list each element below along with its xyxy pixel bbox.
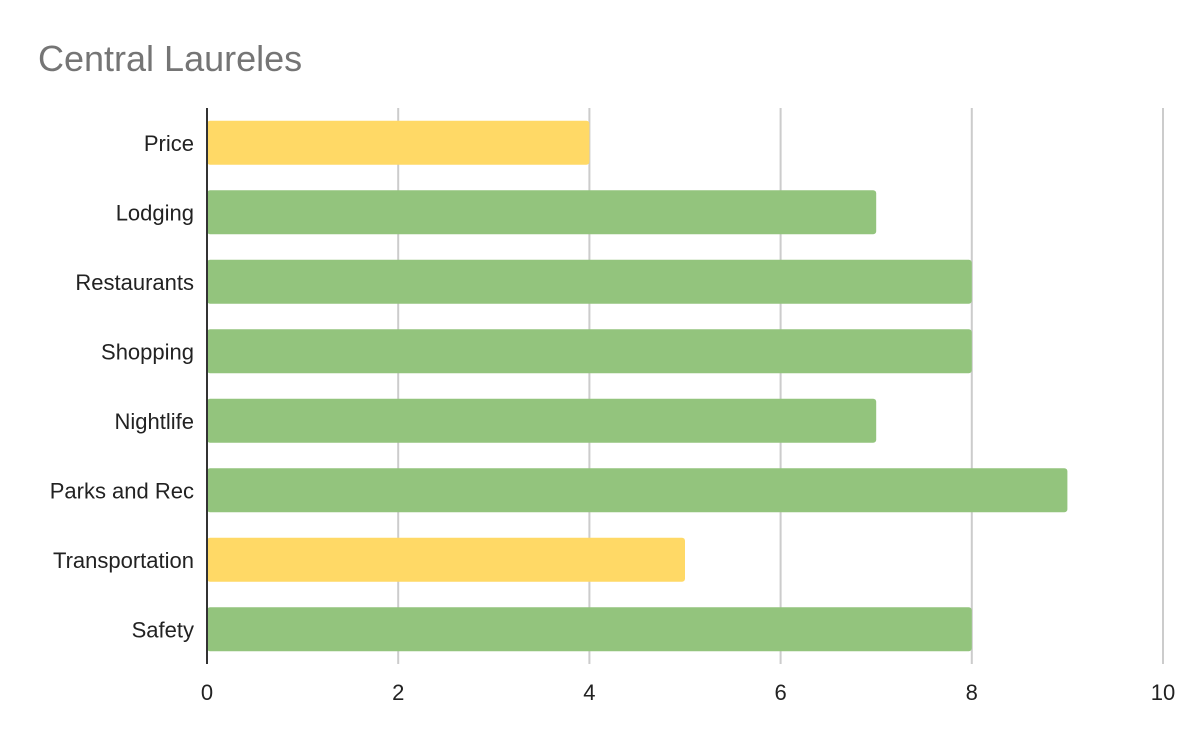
x-tick-label: 4 xyxy=(583,680,595,705)
x-tick-label: 8 xyxy=(966,680,978,705)
bar-nightlife xyxy=(207,398,877,443)
bar-safety xyxy=(207,607,972,652)
category-label: Safety xyxy=(132,617,194,642)
x-tick-labels: 0 2 4 6 8 10 xyxy=(201,680,1175,705)
category-label: Nightlife xyxy=(115,409,194,434)
x-tick-label: 10 xyxy=(1151,680,1175,705)
category-label: Lodging xyxy=(116,200,194,225)
chart-title: Central Laureles xyxy=(38,38,303,79)
bar-parks-and-rec xyxy=(207,468,1068,513)
bar-transportation xyxy=(207,537,685,582)
category-label: Transportation xyxy=(53,548,194,573)
category-label: Shopping xyxy=(101,339,194,364)
category-label: Price xyxy=(144,131,194,156)
x-tick-label: 0 xyxy=(201,680,213,705)
x-tick-label: 6 xyxy=(774,680,786,705)
bar-lodging xyxy=(207,190,877,235)
category-label: Restaurants xyxy=(75,270,194,295)
bar-shopping xyxy=(207,329,972,374)
x-tick-label: 2 xyxy=(392,680,404,705)
bar-restaurants xyxy=(207,259,972,304)
bar-price xyxy=(207,120,590,165)
category-labels: Price Lodging Restaurants Shopping Nightlife… xyxy=(50,131,194,643)
category-label: Parks and Rec xyxy=(50,478,194,503)
bars xyxy=(207,120,1068,652)
